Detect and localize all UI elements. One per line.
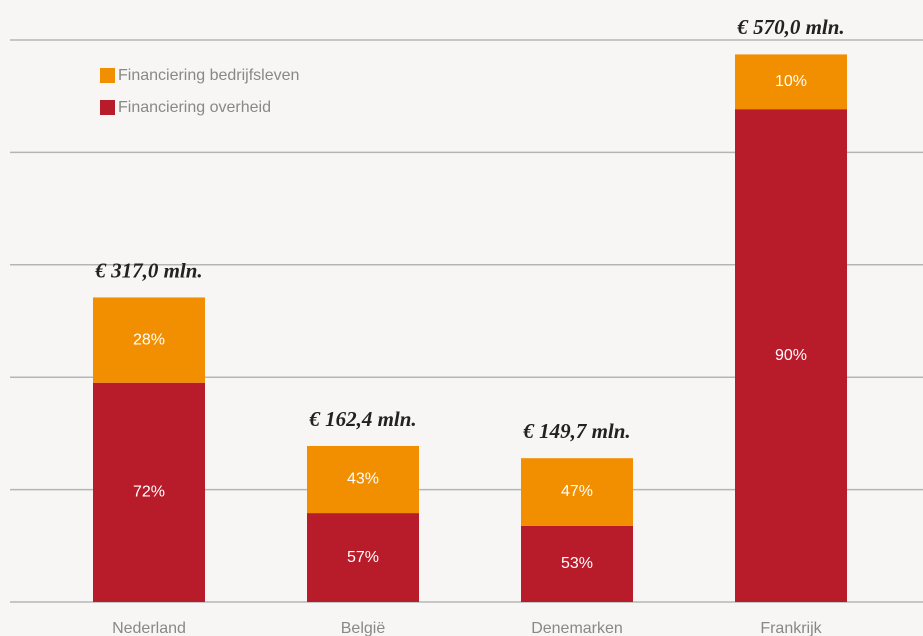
- x-tick-label: België: [341, 620, 386, 636]
- total-label: € 149,7 mln.: [522, 419, 630, 443]
- bar-segment: [735, 54, 847, 110]
- legend-label: Financiering overheid: [118, 99, 271, 116]
- legend-label: Financiering bedrijfsleven: [118, 67, 299, 84]
- segment-label: 43%: [347, 471, 379, 488]
- segment-label: 72%: [133, 484, 165, 501]
- segment-label: 90%: [775, 347, 807, 364]
- segment-label: 53%: [561, 555, 593, 572]
- bar-segment: [521, 525, 633, 602]
- segment-label: 47%: [561, 483, 593, 500]
- bar-segment: [307, 445, 419, 514]
- bar-segment: [93, 297, 205, 383]
- segment-label: 28%: [133, 331, 165, 348]
- bar-segment: [307, 513, 419, 602]
- segment-label: 57%: [347, 549, 379, 566]
- bar-segment: [93, 382, 205, 602]
- x-tick-label: Nederland: [112, 620, 186, 636]
- x-tick-label: Denemarken: [531, 620, 623, 636]
- total-label: € 162,4 mln.: [308, 407, 416, 431]
- total-label: € 317,0 mln.: [94, 258, 202, 282]
- legend-swatch: [100, 100, 115, 115]
- bar-segment: [521, 458, 633, 526]
- bar-segment: [735, 109, 847, 603]
- segment-label: 10%: [775, 73, 807, 90]
- total-label: € 570,0 mln.: [736, 15, 844, 39]
- legend-swatch: [100, 68, 115, 83]
- x-tick-label: Frankrijk: [760, 620, 822, 636]
